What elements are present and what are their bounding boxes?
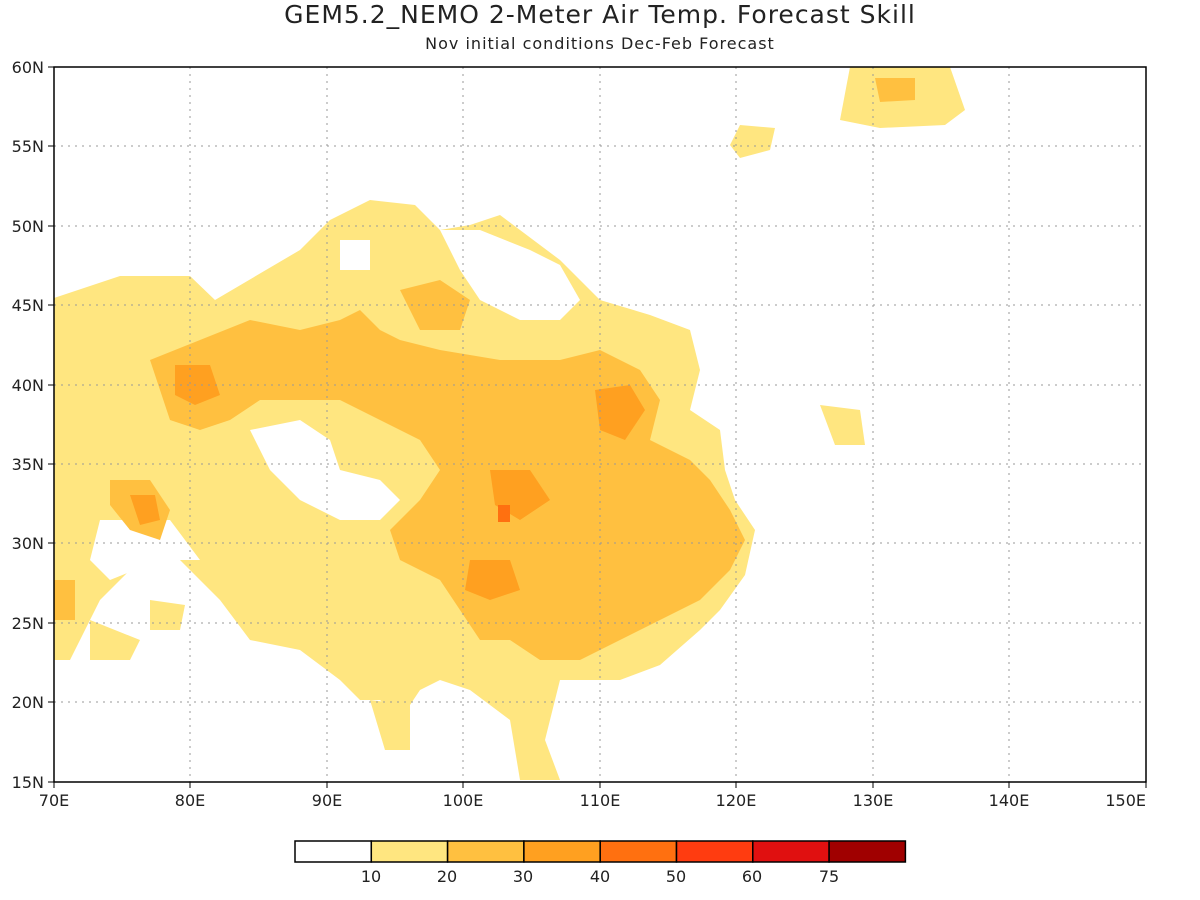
colorbar-label: 75 [819,867,839,886]
skill-region-40-50 [498,505,510,522]
skill-region-below-10 [250,420,400,520]
skill-region-30-40 [130,495,160,525]
colorbar-label: 50 [666,867,686,886]
skill-region-10-20 [820,405,865,445]
lat-tick-label: 25N [12,614,44,633]
skill-region-below-10 [340,240,370,270]
lon-tick-label: 90E [312,791,342,810]
colorbar-cell [675,840,754,863]
skill-region-20-30 [875,78,915,102]
lat-tick-label: 60N [12,58,44,77]
lat-tick-label: 45N [12,296,44,315]
colorbar [294,840,907,863]
colorbar-label: 20 [437,867,457,886]
lon-tick-label: 150E [1105,791,1146,810]
skill-region-30-40 [175,365,220,405]
map-title: GEM5.2_NEMO 2-Meter Air Temp. Forecast S… [284,0,916,29]
skill-region-10-20 [150,600,185,630]
colorbar-cell [294,840,373,863]
colorbar-cell [370,840,449,863]
colorbar-label: 30 [513,867,533,886]
skill-shading [54,67,965,780]
lon-tick-label: 130E [853,791,894,810]
colorbar-cell [828,840,907,863]
colorbar-cell [523,840,601,863]
lon-tick-label: 140E [989,791,1030,810]
skill-region-10-20 [370,700,410,750]
lon-tick-label: 70E [39,791,69,810]
colorbar-cell [752,840,830,863]
skill-region-20-30 [400,280,470,330]
lat-tick-label: 20N [12,693,44,712]
colorbar-label: 60 [742,867,762,886]
colorbar-label: 40 [590,867,610,886]
lat-tick-label: 30N [12,534,44,553]
map-subtitle: Nov initial conditions Dec-Feb Forecast [425,34,775,53]
lat-tick-label: 55N [12,137,44,156]
skill-region-30-40 [465,560,520,600]
map-grid [54,67,1146,782]
lat-tick-label: 35N [12,455,44,474]
axis-ticks [48,66,1147,788]
lon-tick-label: 110E [580,791,621,810]
colorbar-cell [599,840,678,863]
colorbar-cell [446,840,525,863]
lon-tick-label: 80E [175,791,205,810]
lon-tick-label: 100E [443,791,484,810]
colorbar-labels: 10 20 30 40 50 60 75 [361,867,839,886]
skill-region-10-20 [90,620,140,660]
lon-tick-labels: 70E 80E 90E 100E 110E 120E 130E 140E 150… [39,791,1146,810]
lat-tick-label: 40N [12,376,44,395]
skill-region-below-10 [440,230,580,320]
lat-tick-label: 50N [12,217,44,236]
lat-tick-label: 15N [12,773,44,792]
skill-region-20-30 [54,580,75,620]
lon-tick-label: 120E [716,791,757,810]
lat-tick-labels: 60N 55N 50N 45N 40N 35N 30N 25N 20N 15N [12,58,44,792]
skill-region-30-40 [595,385,645,440]
skill-region-10-20 [730,125,775,158]
skill-region-below-10 [90,520,200,580]
colorbar-label: 10 [361,867,381,886]
